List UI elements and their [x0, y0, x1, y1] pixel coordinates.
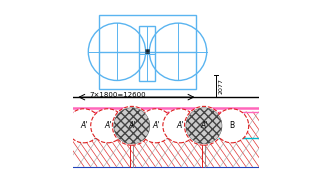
- Circle shape: [186, 108, 222, 144]
- Text: ▦: ▦: [144, 49, 150, 54]
- Text: A': A': [152, 121, 159, 130]
- Circle shape: [114, 108, 150, 144]
- Circle shape: [67, 109, 101, 143]
- Text: 2077: 2077: [219, 78, 224, 94]
- Text: A': A': [200, 121, 208, 130]
- Text: B: B: [229, 121, 234, 130]
- Circle shape: [91, 109, 125, 143]
- Text: A': A': [176, 121, 184, 130]
- Text: A': A': [104, 121, 112, 130]
- Circle shape: [185, 106, 223, 145]
- Circle shape: [215, 109, 249, 143]
- Text: 7×1800=12600: 7×1800=12600: [90, 92, 146, 98]
- Circle shape: [139, 109, 173, 143]
- Bar: [139, 26, 155, 81]
- Bar: [99, 15, 196, 89]
- Circle shape: [112, 106, 151, 145]
- Circle shape: [163, 109, 197, 143]
- Text: A': A': [80, 121, 87, 130]
- Text: A': A': [128, 121, 135, 130]
